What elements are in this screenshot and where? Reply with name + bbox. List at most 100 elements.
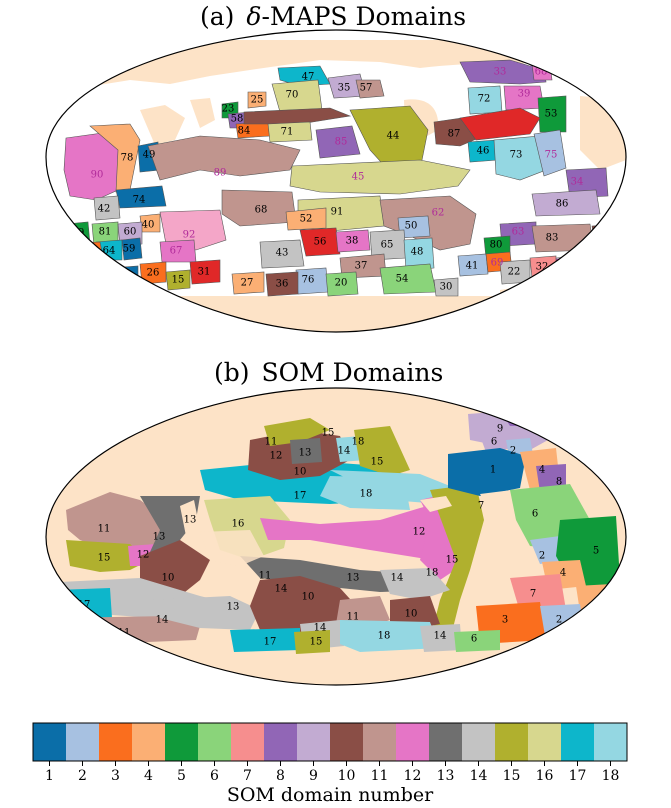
colorbar-swatch xyxy=(330,723,364,761)
maps-domain-label: 20 xyxy=(335,278,348,289)
colorbar-swatch xyxy=(264,723,298,761)
maps-domain-label: 36 xyxy=(276,279,289,290)
som-domain-label: 10 xyxy=(294,467,307,478)
maps-domain-label: 58 xyxy=(231,114,244,125)
som-domain-label: 18 xyxy=(360,489,373,500)
maps-domain-label: 71 xyxy=(281,127,294,138)
colorbar-swatch xyxy=(198,723,232,761)
maps-domain-label: 39 xyxy=(518,89,531,100)
colorbar-tick-label: 5 xyxy=(177,768,186,784)
maps-domain-label: 77 xyxy=(75,247,88,258)
maps-domain-label: 25 xyxy=(251,95,264,106)
som-domain-label: 10 xyxy=(302,592,315,603)
som-domain-label: 18 xyxy=(426,568,439,579)
maps-domain-label: 81 xyxy=(99,227,112,238)
som-domain-label: 6 xyxy=(532,509,538,520)
som-domain-label: 6 xyxy=(471,634,477,645)
som-domain-label: 14 xyxy=(434,631,447,642)
maps-domain-label: 22 xyxy=(508,267,521,278)
maps-domain-label: 60 xyxy=(124,227,137,238)
maps-domain-label: 72 xyxy=(478,94,491,105)
panel-b: (b) SOM Domains xyxy=(45,358,627,686)
som-domain-label: 15 xyxy=(310,637,323,648)
som-domain-label: 14 xyxy=(314,623,327,634)
maps-domain-label: 85 xyxy=(335,137,348,148)
som-domain-label: 14 xyxy=(156,615,169,626)
colorbar-frame xyxy=(32,722,628,762)
som-domain-label: 11 xyxy=(347,612,360,623)
colorbar-swatches xyxy=(33,723,628,761)
maps-domain-label: 49 xyxy=(143,150,156,161)
maps-domain-label: 45 xyxy=(352,172,365,183)
panel-b-title: (b) SOM Domains xyxy=(214,358,443,387)
maps-domain-label: 56 xyxy=(314,237,327,248)
panel-a-border xyxy=(45,29,627,333)
som-domain-label: 18 xyxy=(378,631,391,642)
som-domain-label: 6 xyxy=(491,437,497,448)
som-domain-label: 12 xyxy=(413,527,426,538)
maps-domain-label: 61 xyxy=(603,231,616,242)
maps-domain-label: 63 xyxy=(512,227,525,238)
maps-domain-label: 67 xyxy=(170,246,183,257)
maps-domain-label: 37 xyxy=(355,261,368,272)
maps-domain-label: 34 xyxy=(571,177,584,188)
som-domain-label: 14 xyxy=(338,446,351,457)
som-domain-label: 13 xyxy=(184,515,197,526)
colorbar-tick-label: 15 xyxy=(503,768,521,784)
maps-domain-label: 53 xyxy=(545,109,558,120)
som-domain-label: 14 xyxy=(275,584,288,595)
colorbar-tick-label: 14 xyxy=(470,768,488,784)
panel-a: (a) δ-MAPS Domains xyxy=(45,2,627,333)
panel-a-title: (a) δ-MAPS Domains xyxy=(200,2,466,31)
maps-domain-label: 40 xyxy=(142,220,155,231)
maps-domain-label: 59 xyxy=(123,244,136,255)
som-domain-label: 14 xyxy=(391,573,404,584)
maps-domain-label: 48 xyxy=(411,247,424,258)
maps-domain-label: 83 xyxy=(546,233,559,244)
som-domains xyxy=(56,410,620,654)
colorbar-swatch xyxy=(528,723,562,761)
colorbar-tick-label: 11 xyxy=(371,768,389,784)
maps-domain-label: 78 xyxy=(121,153,134,164)
maps-domain-label: 55 xyxy=(82,262,95,273)
maps-domain-label: 68 xyxy=(255,205,268,216)
maps-domain-label: 43 xyxy=(276,248,289,259)
maps-domain-label: 31 xyxy=(198,267,211,278)
maps-domain-label: 89 xyxy=(214,168,227,179)
colorbar-tick-label: 2 xyxy=(78,768,87,784)
colorbar-swatch xyxy=(429,723,463,761)
som-domain-label: 15 xyxy=(322,428,335,439)
som-domain-label: 15 xyxy=(446,555,459,566)
colorbar-tick-label: 18 xyxy=(602,768,620,784)
som-domain-label: 4 xyxy=(595,600,601,611)
som-domain-label: 8 xyxy=(556,477,562,488)
som-domain-label: 13 xyxy=(227,602,240,613)
colorbar-swatch xyxy=(231,723,265,761)
colorbar-tick-label: 8 xyxy=(276,768,285,784)
colorbar-ticks: 1 2 3 4 5 6 7 8 9 10 11 12 13 14 15 16 17 18 xyxy=(45,761,619,784)
som-domain-label: 9 xyxy=(497,424,503,435)
maps-domain-label: 50 xyxy=(405,221,418,232)
maps-domain-label: 65 xyxy=(381,240,394,251)
som-domain-label: 8 xyxy=(528,413,534,424)
som-domain-label: 12 xyxy=(137,550,150,561)
som-domain-label: 16 xyxy=(232,519,245,530)
som-domain-label: 11 xyxy=(259,571,272,582)
maps-domain-label: 86 xyxy=(556,199,569,210)
maps-domain-label: 64 xyxy=(103,246,116,257)
maps-domain-label: 84 xyxy=(238,126,251,137)
colorbar-swatch xyxy=(462,723,496,761)
som-domain-label: 4 xyxy=(560,568,566,579)
som-domain-label: 2 xyxy=(510,446,516,457)
som-domain-label: 11 xyxy=(98,524,111,535)
maps-domain-label: 15 xyxy=(172,275,185,286)
maps-domain-label: 62 xyxy=(432,208,445,219)
maps-domain-label: 46 xyxy=(477,146,490,157)
som-domain-label: 7 xyxy=(530,589,536,600)
maps-domain-label: 80 xyxy=(490,240,503,251)
maps-domain-label: 42 xyxy=(98,204,111,215)
colorbar-swatch xyxy=(297,723,331,761)
